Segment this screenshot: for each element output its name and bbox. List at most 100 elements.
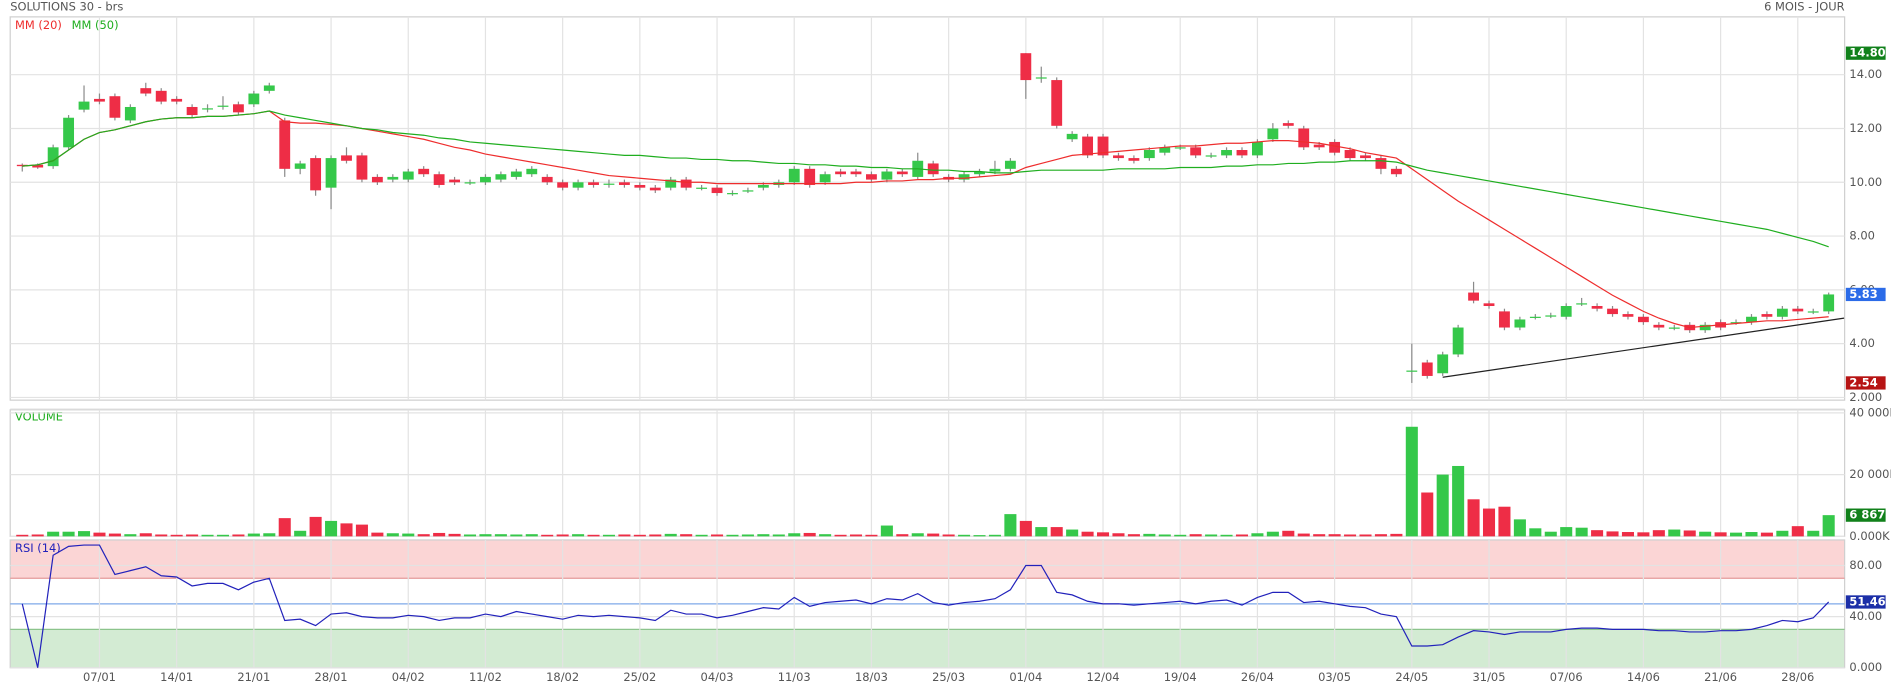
candle-body (1699, 324, 1711, 331)
volume-bar (1189, 534, 1202, 537)
candle-body (634, 184, 646, 188)
volume-bar (371, 532, 384, 537)
volume-bar (433, 532, 446, 537)
volume-bar (139, 533, 152, 537)
volume-bar (849, 534, 863, 537)
volume-bar (1035, 527, 1048, 537)
volume-bar (309, 516, 322, 537)
price-marker-box (1845, 595, 1886, 609)
price-marker-box (1845, 287, 1886, 302)
volume-bar (247, 533, 260, 537)
volume-bar (819, 534, 832, 537)
volume-bar (1421, 492, 1434, 537)
volume-bar (47, 531, 60, 537)
volume-bar (417, 534, 430, 537)
x-tick-label: 26/04 (1241, 670, 1274, 684)
volume-bar (1575, 527, 1588, 537)
volume-bar (510, 534, 523, 537)
x-tick-label: 21/01 (237, 670, 270, 684)
y-tick-label: 0.000K (1849, 529, 1890, 543)
candle-body (310, 158, 322, 191)
volume-bar (1097, 532, 1110, 537)
volume-bar (170, 534, 183, 537)
candle-body (1545, 315, 1557, 317)
volume-bar (1591, 530, 1604, 537)
candle-body (464, 182, 476, 184)
volume-bar (1390, 533, 1403, 537)
volume-bar (1776, 530, 1789, 537)
volume-bar (942, 534, 955, 537)
candle-body (1313, 144, 1325, 148)
candle-body (263, 85, 275, 91)
volume-bar (680, 534, 693, 537)
price-marker-box (1845, 508, 1886, 522)
volume-bar (108, 533, 121, 537)
volume-bar (1374, 534, 1387, 537)
price-marker-box (1845, 46, 1886, 60)
candle-body (1375, 158, 1387, 169)
x-tick-label: 19/04 (1164, 670, 1197, 684)
candle-body (418, 168, 430, 175)
candle-body (1761, 314, 1773, 317)
candle-body (1730, 322, 1742, 324)
volume-bar (1297, 533, 1310, 537)
candle-body (94, 98, 105, 102)
bg-layer (10, 539, 1845, 668)
x-tick-label: 04/02 (392, 670, 425, 684)
volume-bar (525, 534, 538, 537)
volume-bar (1220, 534, 1233, 537)
volume-bar (880, 525, 893, 537)
candle-body (819, 174, 831, 183)
volume-bar (649, 534, 662, 537)
candle-body (78, 101, 90, 110)
volume-bar (988, 534, 1001, 537)
x-tick-label: 07/06 (1550, 670, 1583, 684)
y-tick-label: 8.00 (1849, 229, 1874, 243)
candle-body (1113, 155, 1124, 159)
volume-bar (896, 534, 909, 537)
volume-bar (834, 534, 847, 537)
volume-bar (618, 534, 631, 537)
candle-body (32, 164, 44, 168)
grid-layer (10, 16, 1845, 669)
volume-bar (1560, 527, 1573, 537)
candle-body (1066, 133, 1078, 140)
candle-body (835, 171, 846, 175)
candle-body (1020, 53, 1032, 81)
x-tick-label: 14/06 (1627, 670, 1660, 684)
moving-average-line (22, 110, 1829, 329)
candle-body (1360, 155, 1371, 159)
volume-bar (1529, 528, 1542, 537)
volume-bar (93, 532, 106, 537)
candle-body (1607, 308, 1618, 315)
volume-bar (958, 534, 971, 537)
x-tick-label: 12/04 (1087, 670, 1120, 684)
chart-title: SOLUTIONS 30 - brs (10, 0, 123, 14)
volume-bar (1112, 533, 1125, 537)
volume-bar (1127, 534, 1140, 537)
volume-bar (1791, 526, 1804, 537)
candle-body (495, 174, 507, 180)
x-tick-label: 11/03 (778, 670, 811, 684)
x-tick-label: 25/03 (932, 670, 965, 684)
candle-body (1529, 316, 1541, 318)
volume-bar (186, 534, 199, 537)
candle-body (186, 106, 198, 116)
legend-entry: MM (50) (72, 18, 119, 32)
x-tick-label: 24/05 (1395, 670, 1428, 684)
volume-bar (1004, 514, 1017, 537)
candle-body (325, 158, 337, 188)
candle-body (1174, 147, 1186, 149)
candle-body (896, 171, 908, 175)
candle-body (1576, 303, 1588, 305)
candle-body (202, 108, 213, 110)
candle-body (1190, 147, 1202, 156)
volume-bar (602, 534, 615, 537)
candle-body (804, 168, 816, 185)
y-tick-label: 40 000K (1849, 405, 1891, 419)
candle-body (1823, 294, 1835, 312)
volume-bar (62, 531, 75, 537)
volume-bar (386, 533, 399, 537)
